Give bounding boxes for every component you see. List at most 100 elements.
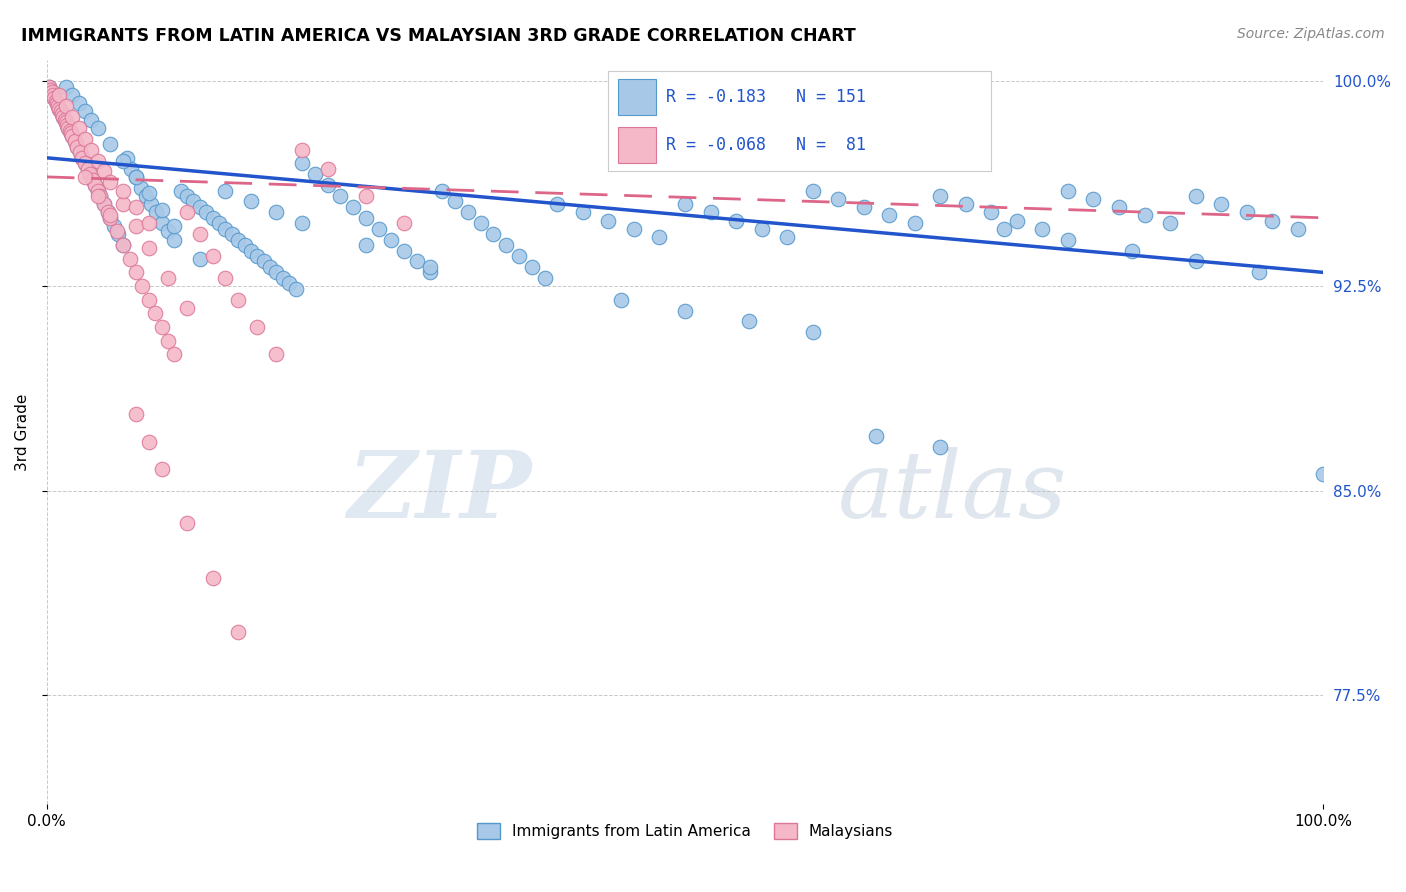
Point — [1108, 200, 1130, 214]
Point — [138, 186, 160, 201]
Point — [100, 211, 122, 225]
Point — [97, 205, 120, 219]
Point — [125, 407, 148, 421]
Point — [865, 429, 887, 443]
Point — [482, 227, 505, 242]
Point — [73, 156, 96, 170]
Point — [457, 205, 479, 219]
Point — [44, 91, 66, 105]
Point — [470, 216, 492, 230]
Point — [66, 140, 89, 154]
Point — [41, 86, 63, 100]
Point — [380, 233, 402, 247]
Point — [673, 197, 696, 211]
Point — [163, 347, 186, 361]
Point — [125, 265, 148, 279]
Point — [66, 140, 89, 154]
Point — [226, 293, 249, 307]
Point — [156, 224, 179, 238]
Point — [53, 112, 76, 127]
Point — [112, 238, 135, 252]
Point — [1261, 213, 1284, 227]
Point — [80, 112, 103, 127]
Text: ZIP: ZIP — [347, 447, 531, 536]
Point — [60, 128, 83, 143]
Point — [877, 208, 900, 222]
Point — [69, 145, 91, 160]
Point — [80, 143, 103, 157]
Point — [118, 252, 141, 266]
Point — [93, 164, 115, 178]
Point — [291, 143, 314, 157]
Point — [724, 213, 747, 227]
Point — [141, 197, 163, 211]
Point — [60, 88, 83, 103]
Point — [432, 184, 454, 198]
Point — [266, 265, 288, 279]
Point — [150, 462, 173, 476]
Point — [392, 244, 415, 258]
Point — [41, 86, 63, 100]
Point — [1286, 221, 1309, 235]
Point — [112, 238, 135, 252]
Point — [1249, 265, 1271, 279]
Point — [125, 169, 148, 184]
Point — [120, 161, 142, 176]
Point — [246, 320, 269, 334]
Point — [145, 205, 167, 219]
Point — [271, 270, 294, 285]
Text: IMMIGRANTS FROM LATIN AMERICA VS MALAYSIAN 3RD GRADE CORRELATION CHART: IMMIGRANTS FROM LATIN AMERICA VS MALAYSI… — [21, 27, 856, 45]
Point — [76, 161, 98, 176]
Point — [508, 249, 530, 263]
Y-axis label: 3rd Grade: 3rd Grade — [15, 393, 30, 471]
Point — [82, 172, 104, 186]
Point — [112, 197, 135, 211]
Point — [195, 205, 218, 219]
Point — [48, 102, 70, 116]
Point — [93, 197, 115, 211]
Point — [45, 96, 67, 111]
Point — [329, 189, 352, 203]
Point — [58, 120, 80, 135]
Point — [45, 94, 67, 108]
Point — [48, 88, 70, 103]
Point — [801, 326, 824, 340]
Point — [533, 270, 555, 285]
Point — [221, 227, 243, 242]
Point — [84, 178, 107, 192]
Point — [291, 216, 314, 230]
Point — [291, 156, 314, 170]
Point — [751, 221, 773, 235]
Point — [1133, 208, 1156, 222]
Point — [49, 104, 72, 119]
Point — [929, 189, 952, 203]
Point — [55, 115, 77, 129]
Point — [56, 118, 79, 132]
Point — [738, 314, 761, 328]
Point — [208, 216, 231, 230]
Point — [76, 161, 98, 176]
Point — [214, 184, 236, 198]
Point — [354, 211, 377, 225]
Point — [93, 197, 115, 211]
Point — [100, 211, 122, 225]
Point — [58, 120, 80, 135]
Point — [1083, 192, 1105, 206]
Point — [135, 189, 157, 203]
Point — [51, 107, 73, 121]
Point — [188, 252, 211, 266]
Point — [84, 178, 107, 192]
Point — [1159, 216, 1181, 230]
Text: Source: ZipAtlas.com: Source: ZipAtlas.com — [1237, 27, 1385, 41]
Point — [53, 112, 76, 127]
Point — [39, 82, 62, 96]
Point — [59, 123, 82, 137]
Point — [138, 434, 160, 449]
Point — [176, 301, 198, 315]
Point — [79, 167, 101, 181]
Point — [125, 169, 148, 184]
Point — [239, 244, 262, 258]
Point — [67, 120, 90, 135]
Point — [406, 254, 429, 268]
Point — [183, 194, 205, 209]
